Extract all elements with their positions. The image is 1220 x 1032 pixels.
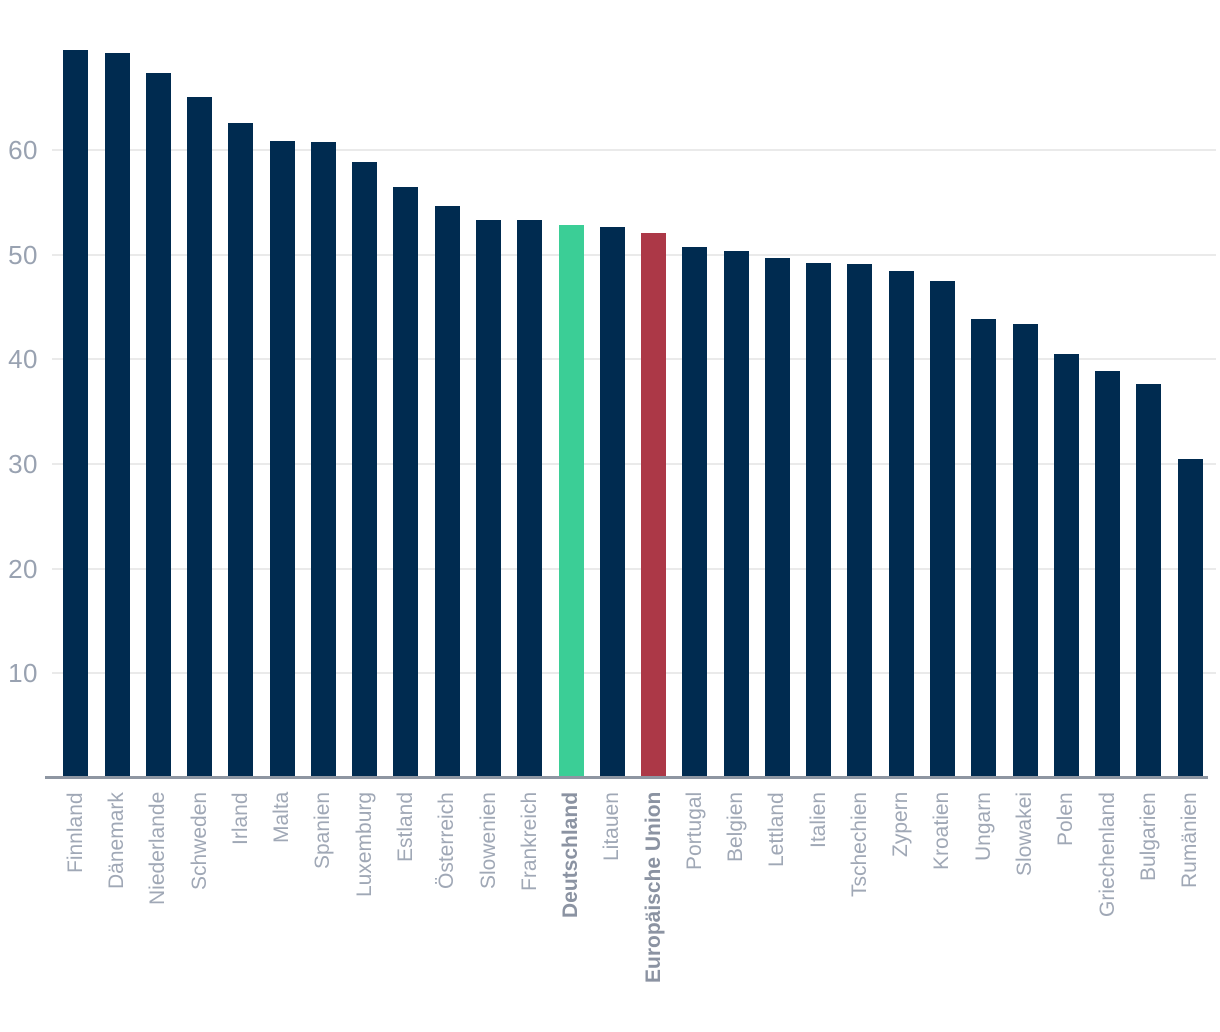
x-axis-label-zypern: Zypern (889, 792, 913, 858)
x-axis-label-malta: Malta (270, 792, 294, 844)
x-axis-line (45, 775, 1208, 779)
bar-spanien (310, 142, 336, 778)
gridline-60 (52, 148, 1216, 151)
gridline-30 (52, 462, 1216, 465)
x-axis-label-italien: Italien (806, 792, 830, 849)
x-axis-label-danemark: Dänemark (105, 792, 129, 889)
x-axis-label-bulgarien: Bulgarien (1136, 792, 1160, 881)
bar-rumanien (1177, 458, 1203, 778)
bar-slowenien (476, 219, 501, 778)
y-axis-tick-label-30: 30 (8, 448, 38, 479)
x-axis-label-tschechien: Tschechien (847, 792, 871, 898)
x-axis-label-finnland: Finnland (63, 792, 87, 873)
x-axis-label-lettland: Lettland (765, 792, 789, 867)
x-axis-label-polen: Polen (1054, 792, 1078, 846)
x-axis-label-deutschland: Deutschland (559, 792, 583, 919)
bar-kroatien (929, 280, 955, 778)
bar-ungarn (971, 319, 997, 778)
x-axis-label-frankreich: Frankreich (517, 792, 541, 892)
x-axis-label-europaische-union: Europäische Union (641, 792, 665, 984)
gridline-10 (52, 672, 1216, 675)
gridline-20 (52, 567, 1216, 570)
bar-osterreich (434, 206, 460, 778)
x-axis-label-osterreich: Österreich (435, 792, 459, 889)
x-axis-label-niederlande: Niederlande (146, 792, 170, 906)
y-axis-tick-label-50: 50 (8, 239, 38, 270)
bar-zypern (888, 271, 914, 778)
bar-tschechien (847, 263, 873, 778)
y-axis-tick-label-10: 10 (8, 658, 38, 689)
x-axis-label-kroatien: Kroatien (930, 792, 954, 871)
y-axis-tick-label-40: 40 (8, 344, 38, 375)
x-axis-label-portugal: Portugal (682, 792, 706, 871)
bar-portugal (682, 247, 708, 778)
bar-polen (1053, 353, 1079, 778)
x-axis-label-griechenland: Griechenland (1095, 792, 1119, 917)
bar-niederlande (145, 73, 171, 778)
bar-lettland (764, 257, 790, 778)
bar-danemark (104, 53, 130, 778)
bar-frankreich (517, 219, 543, 778)
x-axis-label-estland: Estland (393, 792, 417, 863)
x-axis-label-ungarn: Ungarn (971, 792, 995, 861)
x-axis-label-schweden: Schweden (187, 792, 211, 891)
x-axis-label-luxemburg: Luxemburg (352, 792, 376, 898)
bar-irland (228, 122, 254, 778)
x-axis-label-spanien: Spanien (311, 792, 335, 870)
bar-griechenland (1095, 370, 1121, 778)
x-axis-label-rumanien: Rumänien (1178, 792, 1202, 888)
bar-deutschland (558, 225, 584, 778)
x-axis-label-irland: Irland (228, 792, 252, 845)
x-axis-label-slowakei: Slowakei (1013, 792, 1036, 877)
bar-schweden (187, 97, 213, 778)
x-axis-label-slowenien: Slowenien (476, 792, 500, 889)
bar-slowakei (1012, 323, 1038, 778)
bar-finnland (63, 50, 89, 778)
x-axis-label-belgien: Belgien (724, 792, 748, 863)
bar-litauen (599, 227, 625, 778)
bar-luxemburg (352, 162, 378, 778)
bar-italien (806, 262, 832, 778)
bar-malta (269, 141, 295, 778)
y-axis-tick-label-20: 20 (8, 553, 38, 584)
gridline-50 (52, 253, 1216, 256)
bar-belgien (723, 251, 749, 778)
bar-estland (393, 187, 419, 778)
y-axis-tick-label-60: 60 (8, 134, 38, 165)
bar-bulgarien (1136, 384, 1162, 778)
x-axis-label-litauen: Litauen (600, 792, 624, 861)
gridline-40 (52, 358, 1216, 361)
bar-europaische-union (641, 232, 667, 778)
